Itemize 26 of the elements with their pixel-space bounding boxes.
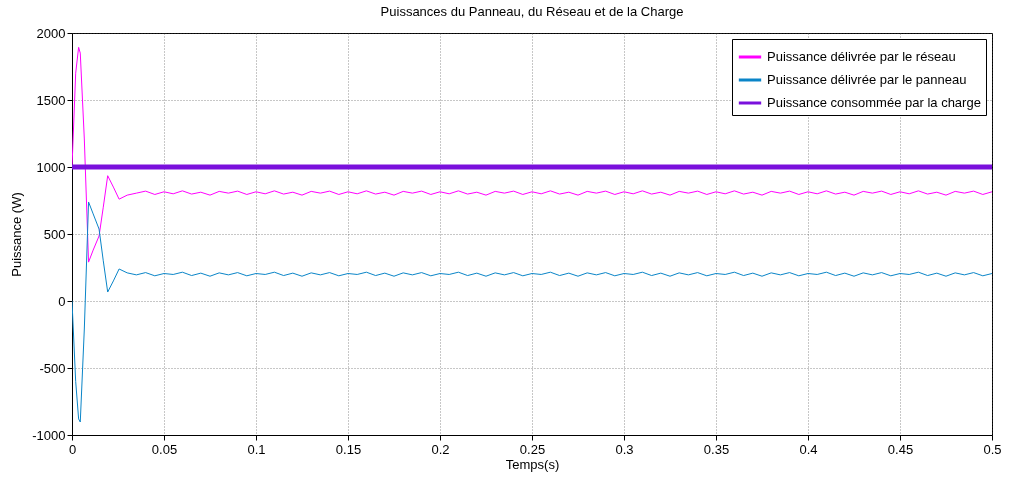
legend-label: Puissance consommée par la charge [767, 95, 981, 110]
chart-title: Puissances du Panneau, du Réseau et de la Charge [380, 4, 684, 19]
legend-label: Puissance délivrée par le panneau [767, 72, 967, 87]
y-axis-title: Puissance (W) [9, 192, 25, 277]
x-tick-label: 0 [68, 441, 77, 457]
x-tick-label: 0.4 [799, 441, 818, 457]
legend-label: Puissance délivrée par le réseau [767, 49, 956, 64]
y-tick-label: 500 [43, 226, 66, 242]
x-tick-label: 0.3 [615, 441, 634, 457]
y-tick-label: 0 [58, 293, 66, 309]
line-series [72, 201, 992, 423]
x-tick-label: 0.15 [335, 441, 362, 457]
x-tick-label: 0.2 [431, 441, 450, 457]
x-tick-label: 0.1 [247, 441, 266, 457]
x-tick-label: 0.25 [519, 441, 546, 457]
x-tick-label: 0.05 [151, 441, 178, 457]
y-tick-label: -1000 [32, 427, 66, 443]
y-tick-label: 2000 [36, 25, 66, 41]
x-tick-label: 0.5 [983, 441, 1002, 457]
x-axis-title: Temps(s) [505, 456, 560, 472]
x-tick-label: 0.45 [887, 441, 914, 457]
x-tick-label: 0.35 [703, 441, 730, 457]
line-series [72, 46, 992, 263]
y-tick-label: -500 [39, 360, 66, 376]
y-tick-label: 1000 [36, 159, 66, 175]
y-tick-label: 1500 [36, 92, 66, 108]
